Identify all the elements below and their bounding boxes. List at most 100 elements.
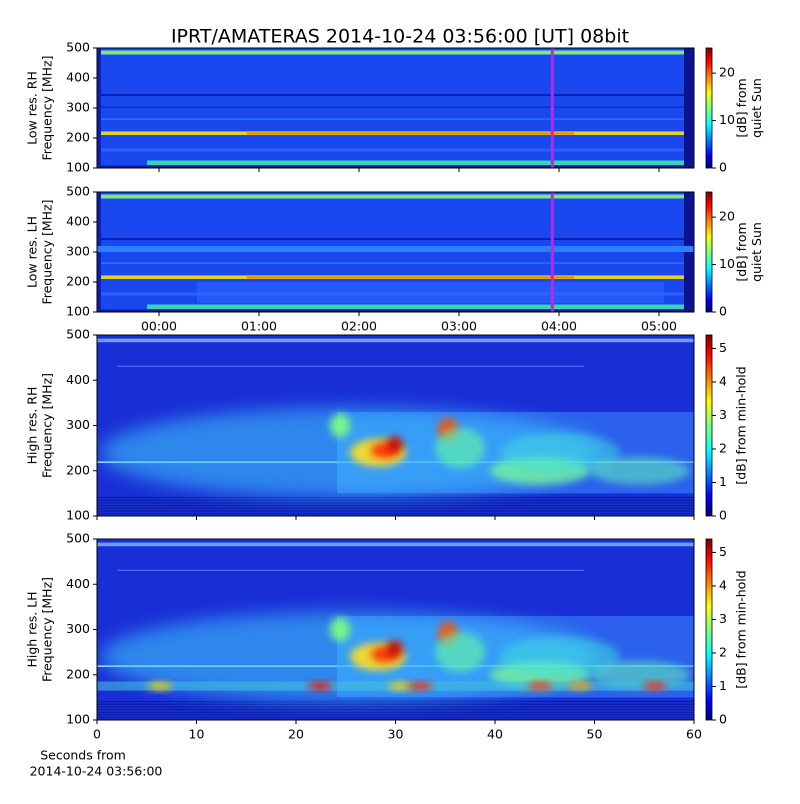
- y-tick-label: 500: [66, 40, 90, 55]
- heatmap-band: [97, 702, 694, 704]
- x-tick-label: 50: [587, 727, 603, 742]
- y-label: Low res. RH: [25, 71, 40, 145]
- heatmap-blob: [435, 632, 485, 673]
- x-tick-label: 30: [388, 727, 404, 742]
- y-tick-label: 500: [66, 531, 90, 546]
- colorbar-tick-label: 0: [719, 712, 727, 727]
- y-tick-label: 200: [66, 666, 90, 681]
- y-tick-label: 200: [66, 130, 90, 145]
- heatmap-blob: [387, 436, 403, 453]
- heatmap-band: [97, 505, 694, 507]
- x-label: 2014-10-24 03:56:00: [30, 764, 163, 779]
- y-label: High res. LH: [25, 591, 40, 667]
- colorbar-tick-label: 20: [719, 65, 735, 80]
- colorbar-tick-label: 0: [719, 304, 727, 319]
- figure-title: IPRT/AMATERAS 2014-10-24 03:56:00 [UT] 0…: [171, 26, 629, 48]
- heatmap-band: [97, 509, 694, 511]
- heatmap-band: [97, 507, 694, 509]
- x-tick-label: 05:00: [641, 319, 677, 334]
- heatmap-band: [97, 710, 694, 712]
- x-tick-label: 10: [189, 727, 205, 742]
- colorbar: [705, 191, 713, 313]
- y-tick-label: 500: [66, 327, 90, 342]
- x-tick-label: 01:00: [241, 319, 277, 334]
- y-tick-label: 400: [66, 576, 90, 591]
- colorbar: [705, 47, 713, 169]
- y-tick-label: 200: [66, 274, 90, 289]
- heatmap-band: [97, 706, 694, 708]
- x-tick-label: 04:00: [541, 319, 577, 334]
- colorbar-tick-label: 5: [719, 544, 727, 559]
- y-tick-label: 400: [66, 372, 90, 387]
- y-tick-label: 500: [66, 184, 90, 199]
- heatmap-band: [97, 309, 694, 312]
- heatmap-band: [97, 709, 694, 711]
- heatmap-blob: [528, 682, 552, 691]
- heatmap-band: [97, 338, 694, 343]
- x-tick-label: 20: [288, 727, 304, 742]
- y-tick-label: 100: [66, 304, 90, 319]
- heatmap-band: [97, 246, 694, 252]
- colorbar-tick-label: 3: [719, 407, 727, 422]
- heatmap-band: [97, 165, 694, 168]
- colorbar-label: quiet Sun: [749, 78, 764, 138]
- heatmap-band: [97, 715, 694, 717]
- heatmap-blob: [435, 428, 485, 469]
- y-tick-label: 300: [66, 100, 90, 115]
- heatmap-band: [97, 48, 101, 168]
- colorbar-label: [dB] from: [734, 78, 749, 137]
- heatmap-band: [97, 714, 694, 716]
- heatmap-band: [97, 510, 694, 512]
- y-tick-label: 300: [66, 244, 90, 259]
- heatmap-blob: [568, 682, 592, 691]
- heatmap-band: [117, 569, 584, 571]
- heatmap-blob: [643, 682, 667, 691]
- heatmap-band: [97, 513, 694, 515]
- y-label: High res. RH: [25, 387, 40, 465]
- heatmap-blob: [590, 456, 690, 485]
- x-tick-label: 40: [487, 727, 503, 742]
- heatmap-blob: [330, 617, 350, 642]
- heatmap-band: [97, 713, 694, 715]
- y-label: Frequency [MHz]: [40, 55, 55, 160]
- y-tick-label: 100: [66, 160, 90, 175]
- x-tick-label: 03:00: [441, 319, 477, 334]
- heatmap-band: [97, 148, 694, 152]
- heatmap-band: [247, 276, 574, 279]
- y-tick-label: 100: [66, 712, 90, 727]
- colorbar-tick-label: 20: [719, 209, 735, 224]
- heatmap-blob: [500, 432, 620, 473]
- y-label: Low res. LH: [25, 216, 40, 288]
- heatmap: [97, 192, 694, 312]
- heatmap-band: [97, 511, 694, 513]
- y-label: Frequency [MHz]: [40, 373, 55, 478]
- heatmap-band: [97, 711, 694, 713]
- heatmap-band: [97, 703, 694, 705]
- x-tick-label: 00:00: [141, 319, 177, 334]
- heatmap-band: [684, 48, 694, 168]
- y-tick-label: 100: [66, 508, 90, 523]
- heatmap: [97, 48, 694, 168]
- colorbar-tick-label: 10: [719, 112, 735, 127]
- heatmap-blob: [408, 682, 432, 691]
- colorbar-tick-label: 10: [719, 256, 735, 271]
- y-label: Frequency [MHz]: [40, 199, 55, 304]
- heatmap-band: [97, 496, 694, 498]
- heatmap-band: [97, 238, 694, 240]
- heatmap-band: [97, 700, 694, 702]
- heatmap-band: [97, 94, 694, 96]
- heatmap-band: [97, 51, 694, 54]
- heatmap-band: [97, 195, 694, 198]
- heatmap-band: [97, 501, 694, 503]
- colorbar-tick-label: 0: [719, 160, 727, 175]
- heatmap-band: [97, 499, 694, 501]
- y-tick-label: 400: [66, 70, 90, 85]
- y-tick-label: 300: [66, 621, 90, 636]
- heatmap-band: [97, 506, 694, 508]
- colorbar-label: quiet Sun: [749, 222, 764, 282]
- heatmap-blob: [308, 682, 332, 691]
- colorbar-tick-label: 0: [719, 508, 727, 523]
- colorbar: [705, 538, 713, 721]
